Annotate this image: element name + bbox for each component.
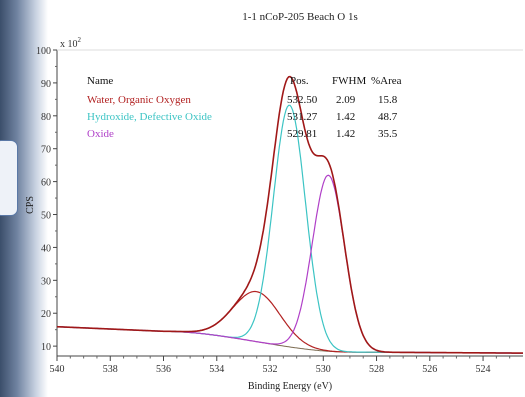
x-tick-label: 532	[263, 364, 278, 375]
component-curve-1	[56, 290, 523, 354]
x-tick-label: 536	[156, 364, 171, 375]
legend-area-1: 15.8	[378, 94, 398, 106]
legend-header-fwhm: FWHM	[332, 75, 366, 87]
legend-header-name: Name	[87, 75, 113, 87]
envelope-curve	[56, 75, 523, 354]
y-tick-label: 50	[41, 211, 51, 222]
x-tick-label: 524	[476, 364, 491, 375]
callout-box	[0, 140, 18, 216]
x-tick-label: 526	[422, 364, 437, 375]
background-curve	[56, 326, 523, 354]
y-tick-label: 70	[41, 145, 51, 156]
y-tick-label: 10	[41, 342, 51, 353]
y-axis-ticks: 10 20 30 40 50 60 70 80 90 100	[36, 46, 57, 353]
y-tick-label: 60	[41, 178, 51, 189]
component-curve-2	[56, 104, 523, 354]
x-axis-label: Binding Energy (eV)	[248, 381, 332, 392]
x-tick-label: 528	[369, 364, 384, 375]
y-tick-label: 30	[41, 276, 51, 287]
x-axis-ticks: 540 538 536 534 532 530 528 526 524	[50, 356, 511, 375]
y-axis-label: CPS	[25, 196, 36, 214]
legend-pos-3: 529.81	[287, 128, 317, 140]
legend-fwhm-1: 2.09	[336, 94, 356, 106]
x-tick-label: 534	[209, 364, 224, 375]
component-curve-3	[56, 174, 523, 354]
legend-area-2: 48.7	[378, 111, 398, 123]
x-tick-label: 540	[50, 364, 65, 375]
x-tick-label: 538	[103, 364, 118, 375]
legend: Name Pos. FWHM %Area Water, Organic Oxyg…	[87, 75, 402, 140]
legend-area-3: 35.5	[378, 128, 398, 140]
y-tick-label: 90	[41, 79, 51, 90]
x-tick-label: 530	[316, 364, 331, 375]
y-tick-label: 40	[41, 243, 51, 254]
legend-fwhm-3: 1.42	[336, 128, 355, 140]
y-multiplier-label: x 102	[60, 36, 82, 50]
legend-header-pos: Pos.	[290, 75, 309, 87]
y-tick-label: 100	[36, 46, 51, 57]
legend-name-2: Hydroxide, Defective Oxide	[87, 111, 212, 123]
chart-title: 1-1 nCoP-205 Beach O 1s	[242, 11, 358, 23]
y-tick-label: 80	[41, 112, 51, 123]
legend-pos-1: 532.50	[287, 94, 318, 106]
legend-fwhm-2: 1.42	[336, 111, 355, 123]
legend-name-1: Water, Organic Oxygen	[87, 94, 191, 106]
y-tick-label: 20	[41, 309, 51, 320]
legend-pos-2: 531.27	[287, 111, 318, 123]
series-curves	[56, 75, 523, 354]
legend-rows: Water, Organic Oxygen 532.50 2.09 15.8 Hydro…	[87, 94, 398, 140]
legend-name-3: Oxide	[87, 128, 114, 140]
legend-header-area: %Area	[371, 75, 402, 87]
